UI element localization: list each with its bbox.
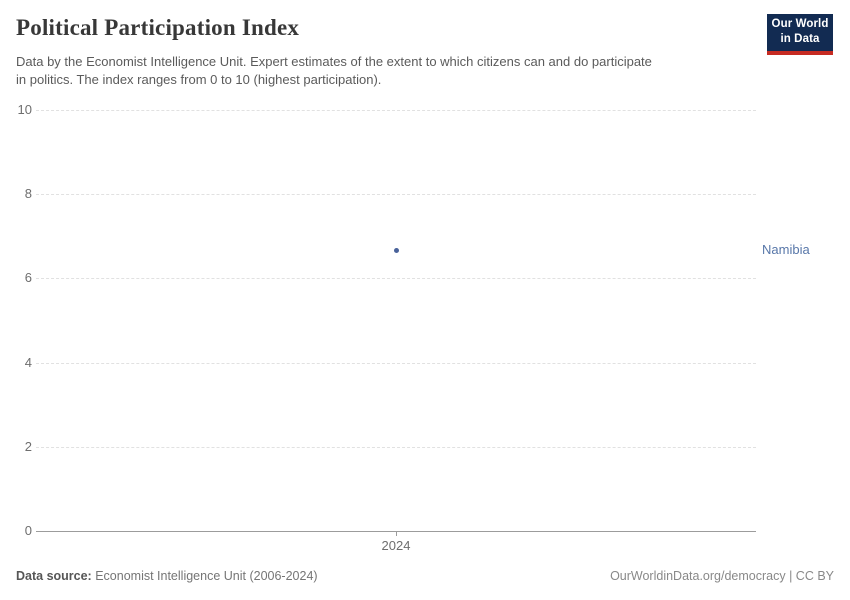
x-tick-mark [396,531,397,536]
gridline [36,278,756,280]
gridline [36,110,756,111]
gridline [36,362,756,364]
page-title: Political Participation Index [16,15,300,40]
subtitle-line-1: Data by the Economist Intelligence Unit.… [16,54,652,69]
entity-label[interactable]: Namibia [762,242,810,258]
data-source-value: Economist Intelligence Unit (2006-2024) [91,569,318,583]
chart-subtitle: Data by the Economist Intelligence Unit.… [16,53,652,89]
gridline [36,446,756,448]
data-source-label: Data source: [16,569,92,583]
credit-link[interactable]: OurWorldinData.org/democracy | CC BY [610,569,834,583]
data-point[interactable] [393,247,399,253]
owid-logo-line1: Our World [771,18,829,30]
y-tick-label: 6 [24,270,32,286]
subtitle-line-2: in politics. The index ranges from 0 to … [16,72,382,87]
gridline [36,194,756,196]
y-tick-label: 8 [24,186,32,202]
data-source-note: Data source: Economist Intelligence Unit… [16,569,318,583]
y-tick-label: 2 [24,438,32,454]
y-tick-label: 0 [24,523,32,538]
owid-logo[interactable]: Our World in Data [767,14,833,55]
y-tick-label: 10 [17,102,32,117]
y-tick-label: 4 [24,354,32,370]
owid-logo-line2: in Data [780,33,820,45]
x-tick-label: 2024 [381,538,411,553]
